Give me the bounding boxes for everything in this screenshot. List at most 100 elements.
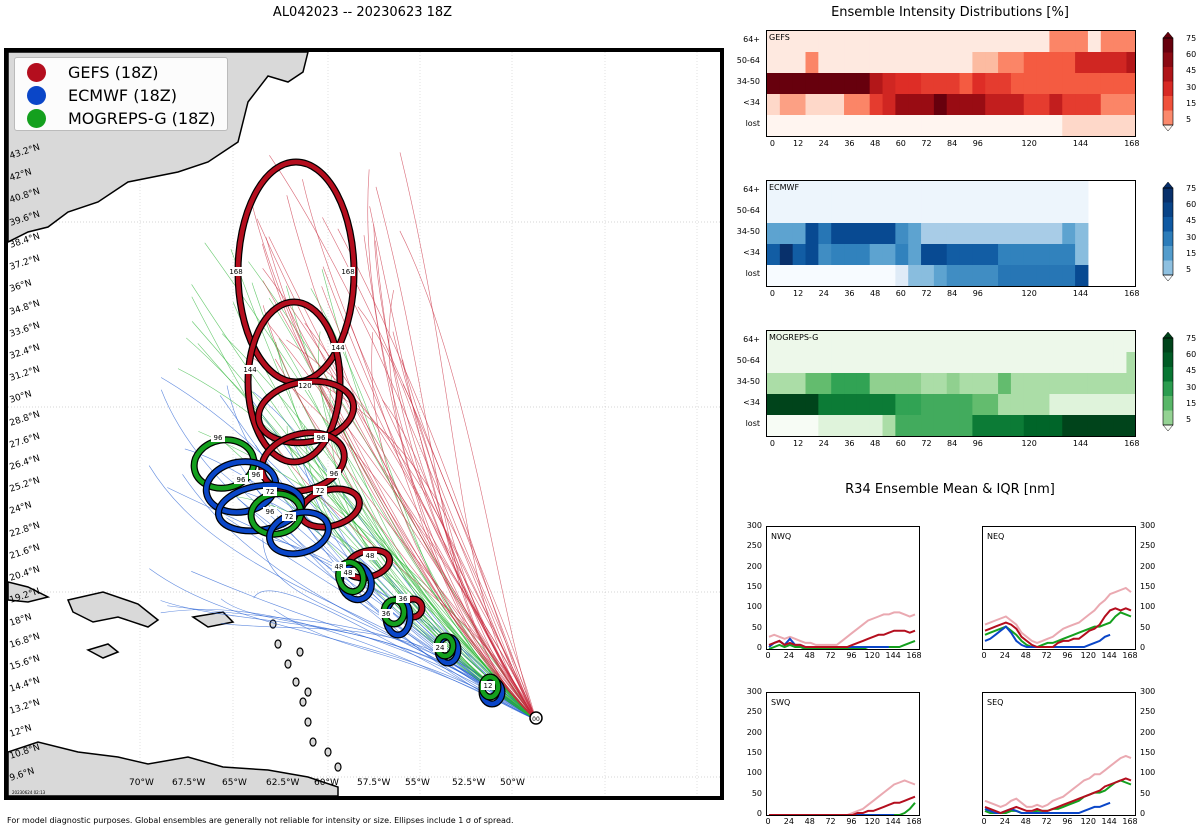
heatmap-cell bbox=[921, 223, 935, 245]
heatmap-x-tick: 120 bbox=[1021, 139, 1037, 148]
heatmap-cell bbox=[1100, 94, 1115, 116]
heatmap-cell bbox=[805, 202, 819, 224]
heatmap-cell bbox=[1075, 223, 1089, 245]
r34-y-tick: 100 bbox=[1140, 602, 1156, 612]
colorbar-tick: 15 bbox=[1186, 248, 1197, 258]
r34-y-tick: 250 bbox=[746, 541, 762, 551]
heatmap-y-tick: <34 bbox=[743, 97, 760, 107]
heatmap-model-label: ECMWF bbox=[769, 183, 799, 192]
heatmap-cell bbox=[1075, 73, 1089, 95]
heatmap-cell bbox=[933, 31, 948, 53]
heatmap-cell bbox=[805, 331, 819, 353]
lon-label: 55°W bbox=[405, 778, 430, 788]
colorbar-tick: 75 bbox=[1186, 334, 1197, 343]
heatmap-cell bbox=[895, 223, 909, 245]
lon-label: 65°W bbox=[222, 778, 247, 788]
heatmap-cell bbox=[933, 115, 948, 137]
ensemble-track bbox=[392, 331, 537, 721]
heatmap-cell bbox=[856, 373, 871, 395]
heatmap-cell bbox=[818, 94, 832, 116]
heatmap-cell bbox=[831, 94, 845, 116]
heatmap-x-tick: 36 bbox=[844, 439, 855, 448]
island bbox=[334, 762, 342, 772]
map-stamp: 20230624 02:13 bbox=[12, 790, 46, 795]
colorbar-cap bbox=[1162, 274, 1174, 282]
r34-x-tick: 168 bbox=[1122, 651, 1138, 660]
ellipse-label-bg bbox=[313, 486, 327, 495]
ensemble-track bbox=[274, 358, 537, 721]
heatmap-cell bbox=[972, 181, 986, 203]
heatmap-cell bbox=[1113, 415, 1127, 437]
r34-y-tick: 250 bbox=[1140, 541, 1156, 551]
legend-label: MOGREPS-G (18Z) bbox=[68, 108, 216, 128]
r34-x-tick: 0 bbox=[765, 651, 771, 660]
heatmap-cell bbox=[921, 181, 935, 203]
heatmap-cell bbox=[972, 52, 986, 74]
heatmap-cell bbox=[805, 52, 819, 74]
colorbar-segment bbox=[1163, 110, 1173, 126]
heatmap-cell bbox=[869, 94, 884, 116]
colorbar-tick: 15 bbox=[1186, 398, 1197, 408]
heatmap-cell bbox=[831, 244, 845, 266]
heatmap-cell bbox=[985, 223, 999, 245]
heatmap-cell bbox=[1075, 331, 1089, 353]
heatmap-cell bbox=[1087, 394, 1102, 416]
heatmap-cell bbox=[1049, 352, 1063, 374]
heatmap-cell bbox=[882, 394, 896, 416]
heatmap-cell bbox=[921, 31, 935, 53]
heatmap-cell bbox=[831, 202, 845, 224]
heatmap-cell bbox=[882, 94, 896, 116]
colorbar-segment bbox=[1163, 96, 1173, 111]
colorbar-tick: 30 bbox=[1186, 82, 1197, 92]
heatmap-cell bbox=[805, 265, 819, 287]
heatmap-cell bbox=[805, 244, 819, 266]
heatmap-cell bbox=[792, 223, 807, 245]
heatmap-canvas: MOGREPS-G bbox=[767, 331, 1140, 437]
heatmap-cell bbox=[1100, 394, 1115, 416]
heatmap-cell bbox=[998, 331, 1012, 353]
heatmap-cell bbox=[869, 265, 884, 287]
heatmap-cell bbox=[1062, 31, 1076, 53]
r34-x-tick: 120 bbox=[1080, 651, 1096, 660]
island bbox=[284, 659, 292, 669]
heatmap-y-tick: 64+ bbox=[743, 334, 760, 344]
heatmap-cell bbox=[972, 373, 986, 395]
ensemble-track bbox=[286, 285, 537, 721]
heatmap-cell bbox=[959, 415, 973, 437]
lon-label: 50°W bbox=[500, 778, 525, 788]
ellipse-label-bg bbox=[433, 643, 447, 652]
heatmap-cell bbox=[921, 352, 935, 374]
heatmap-y-tick: 34-50 bbox=[736, 226, 760, 236]
heatmap-cell bbox=[998, 373, 1012, 395]
lon-label: 62.5°W bbox=[266, 778, 300, 788]
heatmap-canvas: ECMWF bbox=[767, 181, 1089, 287]
heatmap-cell bbox=[805, 373, 819, 395]
ellipse-hour-label: 168 bbox=[341, 268, 354, 276]
heatmap-cell bbox=[1049, 223, 1063, 245]
heatmap-cell bbox=[1075, 181, 1089, 203]
ensemble-track bbox=[349, 322, 537, 721]
heatmap-cell bbox=[1075, 265, 1089, 287]
ellipse-label-bg bbox=[396, 594, 410, 603]
heatmap-cell bbox=[1087, 52, 1102, 74]
ellipse-hour-label: 96 bbox=[330, 470, 339, 478]
r34-y-tick: 150 bbox=[1140, 582, 1156, 591]
spread-ellipse bbox=[244, 298, 344, 466]
r34-x-tick: 48 bbox=[1020, 817, 1031, 826]
colorbar-cap bbox=[1162, 424, 1174, 432]
island bbox=[299, 697, 307, 707]
heatmap-cell bbox=[869, 373, 884, 395]
heatmap-cell bbox=[1036, 415, 1050, 437]
heatmap-cell bbox=[792, 31, 807, 53]
heatmap-cell bbox=[805, 73, 819, 95]
heatmap-cell bbox=[818, 373, 832, 395]
heatmap-cell bbox=[959, 115, 973, 137]
legend-item-gefs: GEFS (18Z) bbox=[27, 61, 158, 83]
r34-x-tick: 120 bbox=[864, 817, 880, 826]
r34-quadrant-label: NWQ bbox=[771, 532, 791, 541]
r34-neq: NEQ bbox=[982, 526, 1136, 650]
heatmap-cell bbox=[1087, 115, 1102, 137]
heatmap-cell bbox=[1010, 115, 1025, 137]
r34-y-tick: 100 bbox=[746, 768, 762, 778]
r34-y-tick: 100 bbox=[1140, 768, 1156, 778]
